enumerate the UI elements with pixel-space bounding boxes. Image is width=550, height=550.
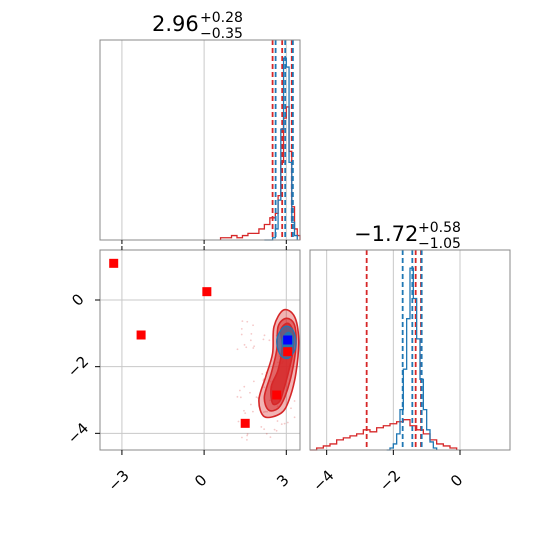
top-histogram-panel xyxy=(99,39,301,244)
sample-point xyxy=(246,433,249,435)
sample-point xyxy=(252,347,255,349)
right-hist-title-plus: +0.58 xyxy=(418,220,461,236)
sample-point xyxy=(273,428,276,431)
right-hist-title: −1.72 +0.58 −1.05 xyxy=(354,220,461,252)
right-hist-red xyxy=(310,419,458,451)
red-marker-3 xyxy=(240,418,250,428)
sample-point xyxy=(262,338,265,341)
top-hist-red xyxy=(219,106,301,240)
sample-point xyxy=(245,346,248,349)
sample-point xyxy=(269,436,272,439)
sample-point xyxy=(293,400,296,402)
sample-point xyxy=(243,385,246,388)
right-hist-title-minus: −1.05 xyxy=(418,236,461,252)
scatter-xtick-label-1: 0 xyxy=(191,471,210,490)
top-hist-title-minus: −0.35 xyxy=(200,26,243,42)
sample-point xyxy=(237,420,240,423)
sample-point xyxy=(252,380,255,383)
sample-point xyxy=(240,333,243,336)
right-frame xyxy=(309,249,511,451)
sample-point xyxy=(243,343,246,346)
red-marker-1 xyxy=(136,330,146,340)
scatter-ytick-label-2: −4 xyxy=(64,419,92,447)
sample-point xyxy=(249,391,251,394)
blue-marker-0 xyxy=(283,335,293,345)
sample-point xyxy=(290,407,292,410)
red-marker-5 xyxy=(283,347,293,357)
sample-point xyxy=(252,410,254,413)
top-hist-title-plus: +0.28 xyxy=(200,10,243,26)
red-marker-2 xyxy=(202,287,212,297)
scatter-ytick-label-0: 0 xyxy=(68,290,87,309)
sample-point xyxy=(265,432,268,435)
scatter-panel: −3 0 3 0 −2 −4 xyxy=(64,246,301,495)
sample-point xyxy=(249,403,252,406)
top-hist-blue xyxy=(264,57,298,241)
sample-point xyxy=(262,411,265,413)
sample-point xyxy=(246,438,248,441)
sample-point xyxy=(286,421,289,424)
sample-point xyxy=(239,396,242,399)
sample-point xyxy=(283,422,286,425)
sample-point xyxy=(244,412,247,415)
sample-point xyxy=(276,420,279,422)
red-marker-4 xyxy=(272,390,282,400)
right-xtick-label-1: −2 xyxy=(376,467,404,495)
sample-point xyxy=(250,333,253,335)
right-histogram-panel: −4 −2 0 xyxy=(309,249,511,495)
top-hist-title-median: 2.96 xyxy=(152,12,199,36)
sample-point xyxy=(268,339,271,342)
sample-point xyxy=(263,386,266,389)
sample-point xyxy=(280,423,283,426)
scatter-frame xyxy=(99,249,301,451)
sample-point xyxy=(266,410,268,413)
sample-point xyxy=(236,348,239,351)
sample-point xyxy=(263,428,266,431)
sample-point xyxy=(261,373,264,375)
sample-point xyxy=(249,339,252,342)
scatter-xtick-label-2: 3 xyxy=(273,471,292,490)
sample-point xyxy=(263,334,266,337)
sample-point xyxy=(246,320,249,323)
sample-point xyxy=(246,434,249,437)
sample-point xyxy=(255,396,258,399)
sample-point xyxy=(238,389,241,392)
sample-point xyxy=(241,320,244,323)
sample-point xyxy=(253,345,256,348)
scatter-ytick-label-1: −2 xyxy=(64,352,92,380)
top-frame xyxy=(99,39,301,241)
sample-point xyxy=(240,327,243,330)
scatter-xtick-label-0: −3 xyxy=(104,467,132,495)
right-hist-blue xyxy=(386,267,438,451)
sample-point xyxy=(243,409,245,412)
right-xtick-label-2: 0 xyxy=(447,471,466,490)
sample-point xyxy=(241,436,243,439)
red-marker-0 xyxy=(109,258,119,268)
sample-point xyxy=(236,395,239,398)
sample-point xyxy=(293,416,296,419)
right-xtick-label-0: −4 xyxy=(309,467,337,495)
sample-point xyxy=(264,410,267,413)
sample-point xyxy=(252,324,254,327)
top-hist-title: 2.96 +0.28 −0.35 xyxy=(152,10,243,42)
right-hist-title-median: −1.72 xyxy=(354,222,418,246)
sample-point xyxy=(260,426,263,428)
sample-point xyxy=(275,429,278,432)
